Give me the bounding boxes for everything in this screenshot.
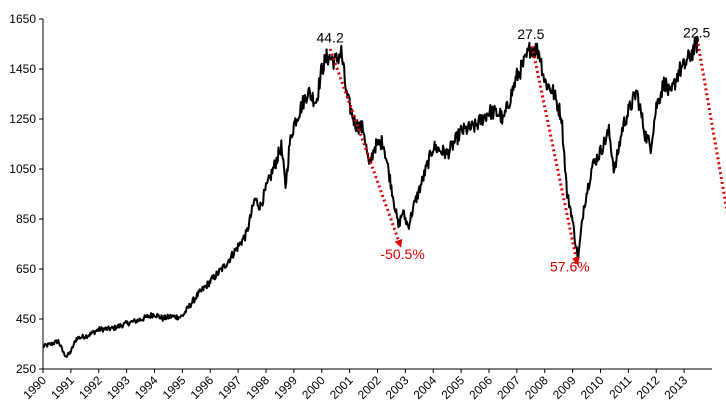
x-tick-label: 2012 [634,373,663,402]
x-tick-label: 2001 [327,373,356,402]
drawdown-arrow [328,48,403,248]
drawdown-label: 57.6% [550,259,590,275]
x-tick-label: 2007 [494,373,523,402]
drawdown-label: -50.5% [380,246,424,262]
index-series-line [42,35,700,358]
x-tick-label: 1990 [20,373,49,402]
x-tick-label: 2013 [661,373,690,402]
x-tick-label: 1997 [215,373,244,402]
y-tick-label: 650 [16,262,36,276]
y-tick-label: 1650 [9,12,36,26]
x-tick-label: 1999 [271,373,300,402]
x-tick-label: 1991 [48,373,77,402]
y-tick-label: 1450 [9,62,36,76]
x-tick-label: 2004 [411,373,440,402]
drawdown-arrow [530,46,580,266]
y-tick-label: 850 [16,212,36,226]
x-tick-label: 2002 [355,373,384,402]
x-tick-label: 1995 [160,373,189,402]
x-tick-label: 1998 [243,373,272,402]
x-tick-label: 1992 [76,373,105,402]
x-tick-label: 1996 [188,373,217,402]
x-tick-label: 2005 [438,373,467,402]
x-tick-label: 1993 [104,373,133,402]
peak-valuation-label: 22.5 [683,25,710,41]
x-tick-label: 2000 [299,373,328,402]
y-tick-label: 450 [16,312,36,326]
x-tick-label: 2006 [466,373,495,402]
x-tick-label: 2003 [383,373,412,402]
y-tick-label: 1050 [9,162,36,176]
drawdown-arrow [696,43,726,214]
peak-valuation-label: 27.5 [517,26,544,42]
x-tick-label: 2011 [606,373,634,401]
x-tick-label: 2008 [522,373,551,402]
x-tick-label: 1994 [132,373,161,402]
y-tick-labels: 250 450 650 850 1050 1250 1450 1650 [9,12,43,376]
x-tick-label: 2009 [550,373,579,402]
annotations: -50.5% 57.6% 44.2 27.5 22.5 [316,25,726,275]
x-tick-label: 2010 [578,373,607,402]
y-tick-label: 1250 [9,112,36,126]
peak-valuation-label: 44.2 [316,30,343,46]
x-tick-labels: 1990 1991 1992 1993 1994 1995 1996 1997 1998 1999… [20,369,690,402]
y-tick-label: 250 [16,362,36,376]
series-lines [42,35,700,358]
